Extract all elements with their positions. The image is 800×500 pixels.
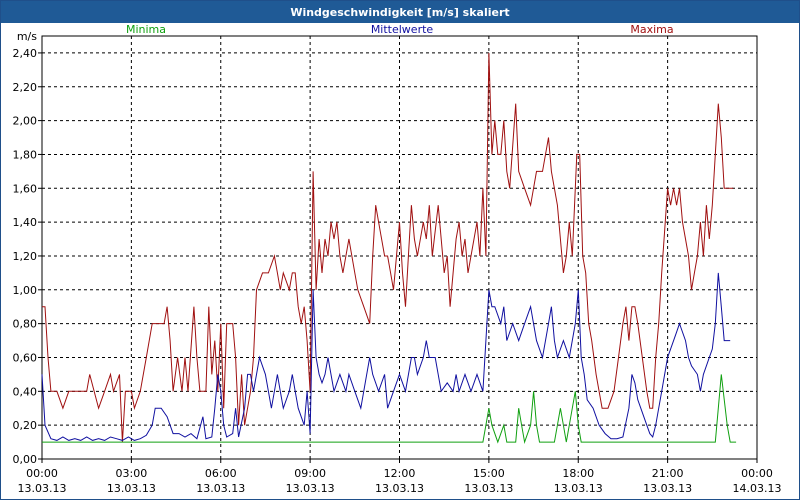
x-tick-date: 13.03.13 bbox=[18, 482, 67, 495]
y-tick-label: 0,60 bbox=[13, 351, 38, 364]
legend-maxima: Maxima bbox=[630, 23, 673, 36]
window-title: Windgeschwindigkeit [m/s] skaliert bbox=[1, 1, 799, 23]
y-tick-label: 2,00 bbox=[13, 115, 38, 128]
y-tick-label: 2,40 bbox=[13, 47, 38, 60]
legend-mittelwerte: Mittelwerte bbox=[371, 23, 434, 36]
y-tick-label: 2,20 bbox=[13, 81, 38, 94]
x-tick-date: 14.03.13 bbox=[733, 482, 782, 495]
chart-grid bbox=[41, 35, 758, 460]
line-chart: 0,00 0,20 0,40 0,60 0,80 1,00 1,20 1,40 1,60 1,80… bbox=[13, 23, 782, 495]
x-tick-time: 21:00 bbox=[652, 467, 684, 480]
x-tick-date: 13.03.13 bbox=[196, 482, 245, 495]
x-tick-time: 09:00 bbox=[294, 467, 326, 480]
x-tick-date: 13.03.13 bbox=[464, 482, 513, 495]
series-line-maxima bbox=[42, 52, 734, 443]
y-tick-label: 1,20 bbox=[13, 250, 38, 263]
chart-axes: 0,00 0,20 0,40 0,60 0,80 1,00 1,20 1,40 1,60 1,80… bbox=[13, 30, 782, 495]
x-tick-time: 06:00 bbox=[205, 467, 237, 480]
series-line-minima bbox=[42, 374, 737, 445]
x-tick-time: 00:00 bbox=[26, 467, 58, 480]
x-tick-date: 13.03.13 bbox=[107, 482, 156, 495]
x-tick-time: 18:00 bbox=[562, 467, 594, 480]
x-tick-date: 13.03.13 bbox=[643, 482, 692, 495]
x-tick-date: 13.03.13 bbox=[554, 482, 603, 495]
x-tick-time: 15:00 bbox=[473, 467, 505, 480]
chart-series bbox=[41, 52, 737, 445]
y-tick-label: 1,00 bbox=[13, 284, 38, 297]
y-tick-label: 0,00 bbox=[13, 453, 38, 466]
y-tick-label: 0,40 bbox=[13, 385, 38, 398]
y-tick-label: 0,80 bbox=[13, 318, 38, 331]
x-tick-date: 13.03.13 bbox=[375, 482, 424, 495]
series-line-mittelwerte bbox=[41, 272, 731, 441]
x-tick-time: 12:00 bbox=[384, 467, 416, 480]
y-tick-label: 0,20 bbox=[13, 419, 38, 432]
x-tick-date: 13.03.13 bbox=[286, 482, 335, 495]
y-tick-label: 1,40 bbox=[13, 216, 38, 229]
y-tick-label: 1,60 bbox=[13, 182, 38, 195]
x-tick-time: 03:00 bbox=[116, 467, 148, 480]
x-tick-time: 00:00 bbox=[741, 467, 773, 480]
y-tick-label: 1,80 bbox=[13, 148, 38, 161]
legend-minima: Minima bbox=[126, 23, 166, 36]
y-axis-label: m/s bbox=[17, 30, 37, 43]
chart-legend: Maxima Mittelwerte Minima bbox=[126, 23, 674, 36]
